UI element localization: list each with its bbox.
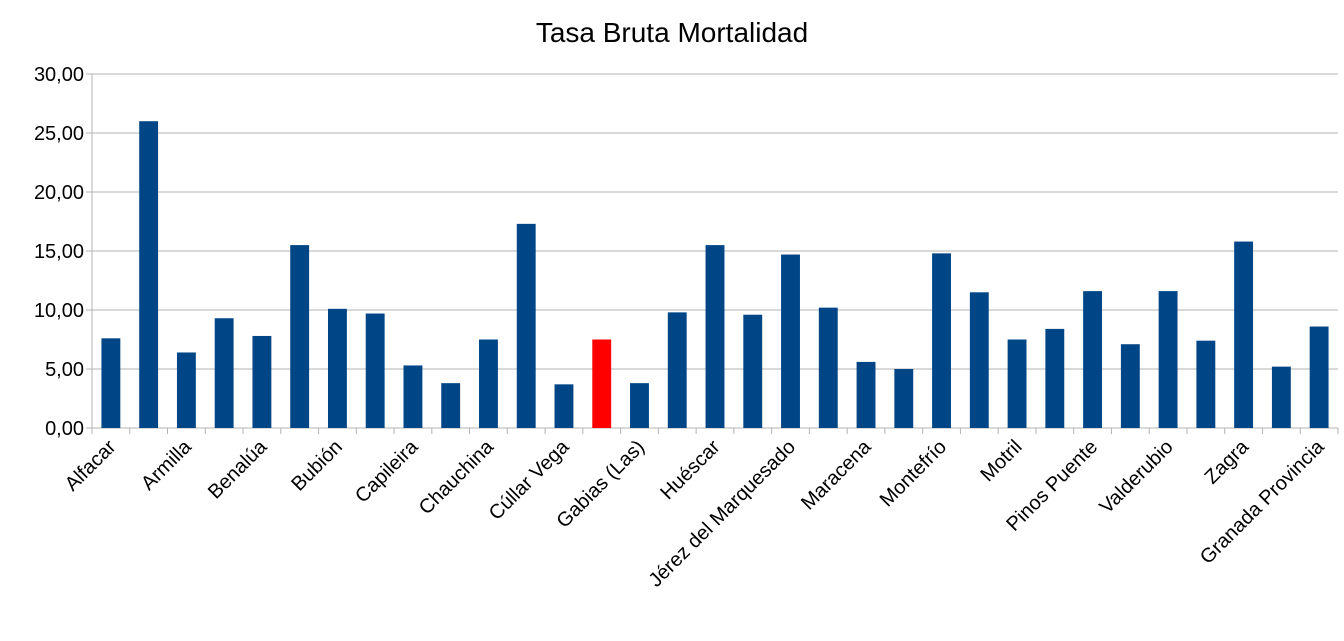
- bar: [214, 318, 234, 428]
- bar: [1120, 344, 1140, 428]
- y-tick-label: 5,00: [45, 359, 84, 381]
- x-tick-label: Motril: [976, 436, 1026, 486]
- x-tick-label: Alfacar: [61, 436, 121, 496]
- x-tick-label: Jérez del Marquesado: [645, 436, 800, 591]
- bar: [1045, 328, 1065, 428]
- chart-title: Tasa Bruta Mortalidad: [536, 17, 808, 48]
- x-tick-label: Zagra: [1201, 435, 1254, 488]
- bar: [1309, 326, 1329, 428]
- y-tick-label: 15,00: [34, 241, 84, 263]
- bar: [139, 121, 159, 428]
- bar: [1196, 340, 1216, 428]
- bar: [894, 369, 914, 428]
- bar: [630, 383, 649, 428]
- bar: [743, 314, 763, 428]
- y-tick-label: 30,00: [34, 64, 84, 86]
- x-tick-label: Benalúa: [204, 435, 272, 503]
- bar: [667, 312, 687, 428]
- bar: [479, 339, 498, 428]
- bar: [176, 352, 196, 428]
- bar: [327, 308, 347, 428]
- bar: [252, 335, 272, 428]
- bar: [705, 245, 725, 428]
- y-tick-label: 25,00: [34, 123, 84, 145]
- y-tick-label: 10,00: [34, 300, 84, 322]
- bar: [932, 253, 951, 428]
- x-tick-label: Bubión: [287, 436, 347, 496]
- bar: [1234, 241, 1254, 428]
- bar: [969, 292, 989, 428]
- bar: [554, 384, 574, 428]
- x-tick-label: Granada Provincia: [1196, 435, 1329, 568]
- x-tick-label: Capileira: [351, 435, 423, 507]
- x-tick-label: Montefrío: [876, 436, 951, 511]
- x-tick-label: Armilla: [137, 435, 196, 494]
- bar: [290, 245, 310, 428]
- bar: [1158, 291, 1178, 428]
- bar: [592, 339, 612, 428]
- y-tick-label: 20,00: [34, 182, 84, 204]
- bar: [1271, 366, 1291, 428]
- bar: [441, 383, 461, 428]
- bar: [101, 338, 121, 428]
- bar: [403, 365, 423, 428]
- bar: [516, 223, 536, 428]
- bar: [365, 313, 385, 428]
- bar: [1007, 339, 1027, 428]
- bar: [1083, 291, 1103, 428]
- y-tick-label: 0,00: [45, 418, 84, 440]
- x-tick-label: Valderubio: [1096, 436, 1178, 518]
- x-tick-label: Maracena: [797, 435, 876, 514]
- bar: [856, 361, 876, 428]
- x-tick-label: Huéscar: [656, 436, 724, 504]
- bar: [818, 307, 838, 428]
- bar: [781, 254, 800, 428]
